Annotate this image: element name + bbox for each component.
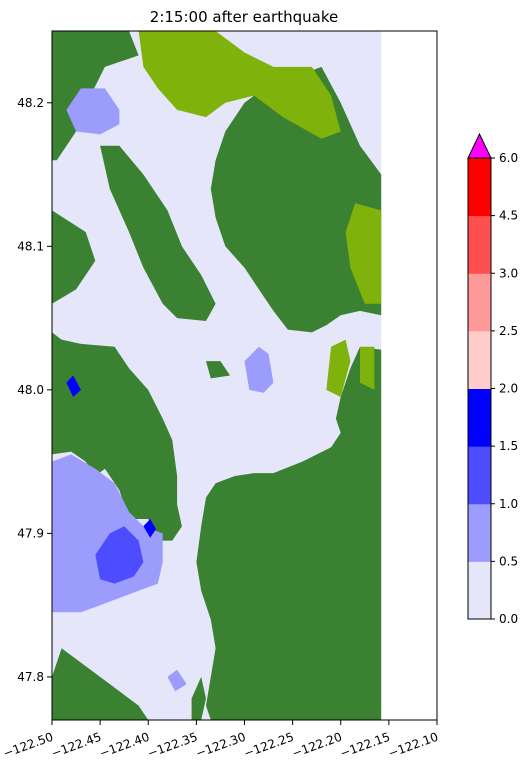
- water-level-region: [95, 526, 144, 584]
- water-level-region: [66, 375, 81, 397]
- map-area: [52, 31, 437, 720]
- colorbar-tick-label: 1.0: [499, 497, 518, 511]
- colorbar-band: [468, 273, 491, 332]
- x-tick-label: −122.10: [386, 730, 440, 761]
- land-region: [191, 676, 206, 720]
- colorbar-tick-label: 2.5: [499, 324, 518, 338]
- x-axis: −122.50−122.45−122.40−122.35−122.30−122.…: [1, 720, 440, 761]
- colorbar-band: [468, 158, 491, 217]
- x-tick-label: −122.20: [290, 730, 344, 761]
- land-region: [52, 332, 182, 541]
- colorbar-band: [468, 215, 491, 274]
- upland-region: [360, 346, 375, 390]
- land-region: [210, 66, 382, 333]
- colorbar-tick-label: 0.0: [499, 612, 518, 626]
- land-region: [52, 210, 96, 304]
- upland-layer: [138, 31, 382, 397]
- water-level-layer: [52, 88, 274, 692]
- land-region: [196, 346, 382, 720]
- colorbar: 0.0 0.5 1.0 1.5 2.0 2.5 3.0 4.5 6.0: [467, 132, 518, 626]
- x-tick-label: −122.30: [194, 730, 248, 761]
- chart-title: 2:15:00 after earthquake: [150, 8, 338, 26]
- colorbar-band: [468, 503, 491, 562]
- land-region: [52, 648, 149, 720]
- upland-region: [326, 339, 351, 397]
- y-tick-label: 47.9: [17, 526, 44, 540]
- colorbar-band: [468, 330, 491, 389]
- water-level-region: [143, 519, 156, 538]
- colorbar-tick-label: 6.0: [499, 151, 518, 165]
- land-layer: [52, 31, 382, 720]
- x-tick-label: −122.40: [98, 730, 152, 761]
- colorbar-band: [468, 388, 491, 447]
- x-tick-label: −122.35: [146, 730, 200, 761]
- colorbar-band: [468, 446, 491, 505]
- x-tick-label: −122.15: [338, 730, 392, 761]
- water-level-region: [244, 346, 274, 393]
- colorbar-band: [468, 561, 491, 620]
- y-axis: 47.8 47.9 48.0 48.1 48.2: [17, 96, 52, 684]
- colorbar-tick-label: 0.5: [499, 554, 518, 568]
- colorbar-tick-label: 3.0: [499, 266, 518, 280]
- colorbar-tick-label: 2.0: [499, 382, 518, 396]
- land-region: [52, 31, 139, 161]
- colorbar-tick-label: 4.5: [499, 209, 518, 223]
- upland-region: [345, 203, 382, 304]
- y-tick-label: 48.1: [17, 239, 44, 253]
- x-tick-label: −122.25: [242, 730, 296, 761]
- y-tick-label: 48.0: [17, 383, 44, 397]
- x-tick-label: −122.45: [49, 730, 103, 761]
- colorbar-tick-label: 1.5: [499, 439, 518, 453]
- upland-region: [138, 31, 341, 139]
- land-region: [206, 361, 231, 379]
- y-tick-label: 47.8: [17, 670, 44, 684]
- colorbar-extend-arrow: [467, 132, 492, 159]
- water-level-region: [66, 88, 120, 135]
- y-tick-label: 48.2: [17, 96, 44, 110]
- x-tick-label: −122.50: [1, 730, 55, 761]
- land-region: [100, 145, 216, 321]
- water-level-region: [167, 669, 187, 692]
